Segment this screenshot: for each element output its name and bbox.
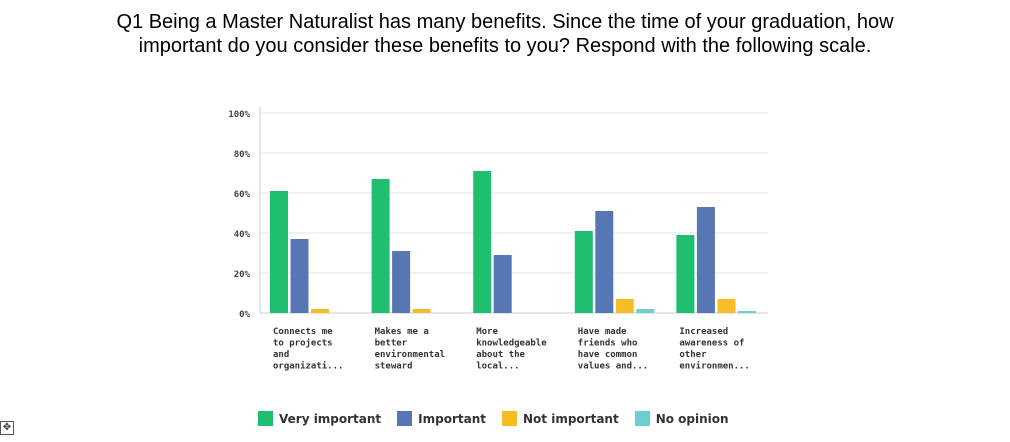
- question-line-2: important do you consider these benefits…: [138, 35, 872, 57]
- x-category-label: environmen...: [679, 361, 749, 372]
- legend-label-important: Important: [418, 411, 487, 426]
- legend-swatch-important: [397, 411, 413, 426]
- legend-label-not-important: Not important: [523, 411, 619, 426]
- x-category-label: Increased: [679, 327, 728, 337]
- legend-item-important[interactable]: Important: [397, 411, 486, 426]
- x-category-label: steward: [375, 362, 413, 372]
- bar: [717, 299, 736, 313]
- x-category-label: Makes me a: [375, 327, 429, 337]
- legend-item-very-important[interactable]: Very important: [258, 411, 381, 426]
- bar: [676, 235, 695, 313]
- x-category-label: More: [476, 327, 498, 337]
- question-line-1: Q1 Being a Master Naturalist has many be…: [116, 11, 894, 33]
- x-category-label: other: [679, 350, 707, 360]
- bar: [595, 211, 614, 313]
- x-category-label: Connects me: [273, 327, 333, 337]
- move-icon[interactable]: ✥: [0, 421, 14, 435]
- bar: [737, 311, 756, 313]
- x-category-label: knowledgeable: [476, 339, 547, 349]
- bar: [615, 299, 634, 313]
- bar: [493, 255, 512, 313]
- y-tick-label: 0%: [239, 310, 250, 320]
- x-category-label: environmental: [375, 349, 445, 360]
- bar: [636, 309, 655, 313]
- legend-swatch-not-important: [502, 411, 518, 426]
- x-category-label: organizati...: [273, 361, 343, 372]
- x-category-label: Have made: [578, 327, 627, 337]
- legend-item-no-opinion[interactable]: No opinion: [634, 411, 729, 426]
- x-category-label: friends who: [578, 338, 638, 349]
- bar: [473, 171, 492, 313]
- bar: [412, 309, 431, 313]
- bar: [270, 191, 288, 313]
- y-tick-label: 80%: [234, 150, 251, 160]
- question-title: Q1 Being a Master Naturalist has many be…: [0, 10, 1010, 58]
- chart-legend: Very important Important Not important N…: [258, 411, 745, 426]
- y-tick-label: 20%: [234, 270, 251, 280]
- x-category-label: awareness of: [679, 339, 744, 349]
- legend-swatch-no-opinion: [634, 411, 650, 426]
- bar: [371, 179, 390, 313]
- y-tick-label: 60%: [234, 190, 251, 200]
- x-category-label: and: [273, 350, 289, 360]
- x-category-label: about the: [476, 350, 525, 360]
- y-tick-label: 40%: [234, 230, 251, 240]
- legend-label-very-important: Very important: [279, 411, 382, 426]
- x-category-label: better: [375, 339, 408, 349]
- bar: [290, 239, 309, 313]
- y-tick-label: 100%: [228, 110, 250, 120]
- x-category-label: values and...: [578, 362, 648, 372]
- bar: [696, 207, 715, 313]
- bar: [311, 309, 329, 313]
- x-category-label: have common: [578, 350, 638, 360]
- legend-swatch-very-important: [258, 411, 273, 426]
- bar: [574, 231, 593, 313]
- legend-item-not-important[interactable]: Not important: [502, 411, 619, 426]
- x-category-label: local...: [476, 362, 519, 372]
- x-category-label: to projects: [273, 338, 333, 349]
- legend-label-no-opinion: No opinion: [655, 411, 729, 426]
- bar: [392, 251, 411, 313]
